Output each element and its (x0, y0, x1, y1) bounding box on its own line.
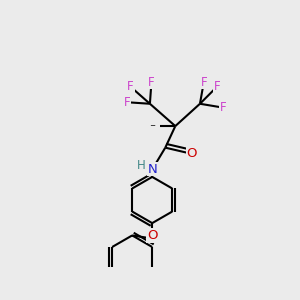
Text: ─: ─ (150, 123, 154, 129)
Text: F: F (200, 76, 207, 89)
Text: F: F (127, 80, 134, 93)
Text: F: F (214, 80, 220, 93)
Text: O: O (186, 146, 197, 160)
Text: N: N (147, 163, 157, 176)
Text: F: F (220, 101, 226, 114)
Text: F: F (124, 96, 130, 109)
Text: F: F (148, 76, 155, 89)
Text: O: O (147, 229, 158, 242)
Text: H: H (137, 159, 146, 172)
